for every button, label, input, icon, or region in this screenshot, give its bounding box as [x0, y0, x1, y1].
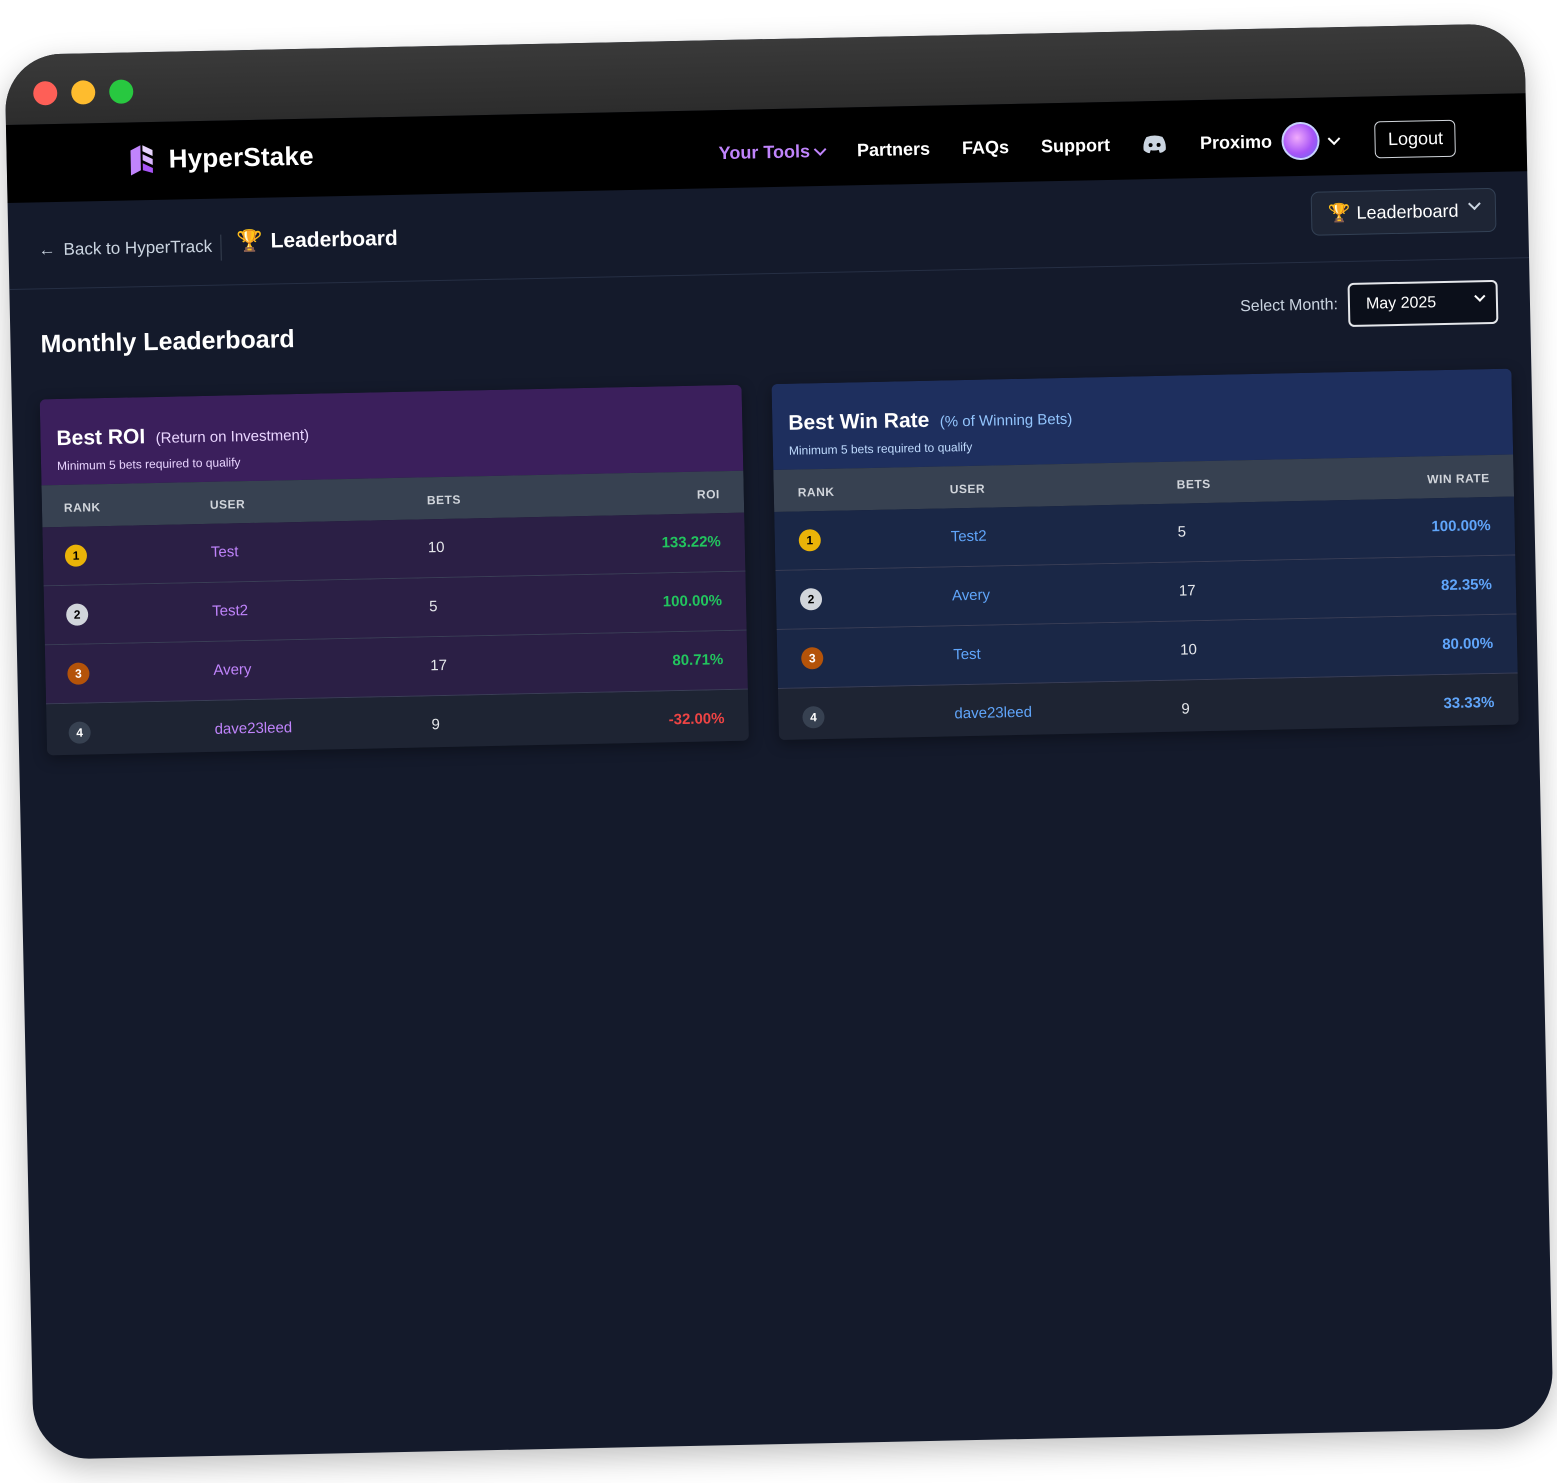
- bets-value: 5: [428, 598, 438, 616]
- panel-note: Minimum 5 bets required to qualify: [56, 455, 241, 474]
- logout-button[interactable]: Logout: [1374, 119, 1456, 158]
- trophy-icon: 🏆: [1327, 202, 1351, 223]
- win-rate-value: 82.35%: [1440, 576, 1492, 595]
- win-rate-value: 33.33%: [1442, 694, 1495, 713]
- nav-faqs[interactable]: FAQs: [961, 136, 1009, 158]
- col-rank: RANK: [63, 500, 101, 515]
- panel-title: Best Win Rate: [787, 408, 930, 435]
- bets-value: 10: [427, 538, 445, 557]
- close-window-button[interactable]: [32, 80, 58, 106]
- col-bets: BETS: [426, 492, 461, 508]
- rank-badge: 3: [66, 662, 90, 685]
- bets-value: 9: [1180, 700, 1190, 718]
- trophy-icon: 🏆: [235, 229, 263, 254]
- col-roi: ROI: [696, 487, 720, 502]
- win-rate-value: 100.00%: [1430, 517, 1491, 536]
- col-user: USER: [209, 497, 245, 512]
- chevron-down-icon: [1473, 290, 1485, 302]
- user-link[interactable]: Avery: [951, 586, 990, 605]
- user-link[interactable]: Avery: [212, 661, 252, 679]
- discord-icon[interactable]: [1141, 134, 1167, 155]
- breadcrumb-title: 🏆 Leaderboard: [236, 227, 398, 254]
- rank-badge: 2: [65, 603, 88, 626]
- back-link-label: Back to HyperTrack: [62, 236, 212, 259]
- month-value: May 2025: [1365, 294, 1436, 313]
- month-select[interactable]: May 2025: [1347, 279, 1498, 327]
- page-select-dropdown[interactable]: 🏆 Leaderboard: [1310, 187, 1496, 236]
- nav-your-tools[interactable]: Your Tools: [717, 140, 827, 163]
- panel-header: Best ROI (Return on Investment) Minimum …: [39, 384, 743, 486]
- panel-subtitle: (Return on Investment): [154, 426, 309, 447]
- avatar: [1281, 121, 1320, 161]
- col-rank: RANK: [797, 484, 835, 500]
- rank-badge: 3: [800, 647, 823, 670]
- bets-value: 17: [1178, 582, 1196, 600]
- rank-badge: 1: [798, 529, 821, 552]
- chevron-down-icon: [1327, 131, 1341, 145]
- panel-title: Best ROI: [55, 425, 145, 451]
- nav-your-tools-label: Your Tools: [717, 140, 810, 163]
- brand-link[interactable]: HyperStake: [126, 139, 314, 177]
- page-title: Monthly Leaderboard: [39, 325, 295, 359]
- user-link[interactable]: Test2: [211, 602, 248, 620]
- maximize-window-button[interactable]: [108, 79, 133, 104]
- best-win-rate-panel: Best Win Rate (% of Winning Bets) Minimu…: [771, 368, 1519, 741]
- month-label: Select Month:: [1239, 296, 1338, 316]
- rank-badge: 4: [801, 706, 825, 729]
- chevron-down-icon: [1467, 197, 1481, 211]
- arrow-left-icon: ←: [37, 240, 56, 260]
- bets-value: 17: [429, 656, 447, 675]
- divider: [219, 234, 222, 261]
- username: Proximo: [1199, 131, 1272, 153]
- roi-value: 100.00%: [662, 592, 722, 611]
- rank-badge: 1: [64, 544, 87, 567]
- col-win-rate: WIN RATE: [1426, 471, 1490, 487]
- roi-value: 80.71%: [671, 651, 723, 670]
- back-link[interactable]: ← Back to HyperTrack: [38, 237, 212, 261]
- breadcrumb-title-label: Leaderboard: [269, 226, 398, 253]
- col-user: USER: [949, 481, 985, 497]
- panel-header: Best Win Rate (% of Winning Bets) Minimu…: [771, 368, 1513, 471]
- nav-support[interactable]: Support: [1040, 134, 1110, 156]
- bets-value: 10: [1179, 641, 1197, 659]
- hyperstake-logo-icon: [129, 145, 153, 176]
- chevron-down-icon: [813, 142, 827, 156]
- user-link[interactable]: Test2: [950, 527, 987, 546]
- win-rate-value: 80.00%: [1441, 635, 1493, 654]
- user-link[interactable]: Test: [210, 543, 239, 561]
- panel-subtitle: (% of Winning Bets): [939, 410, 1073, 431]
- user-menu[interactable]: Proximo: [1199, 121, 1341, 162]
- nav-partners[interactable]: Partners: [856, 138, 930, 160]
- rank-badge: 4: [67, 721, 91, 744]
- month-selector: Select Month: May 2025: [1239, 279, 1498, 329]
- roi-value: -32.00%: [667, 710, 725, 729]
- bets-value: 9: [430, 716, 440, 734]
- user-link[interactable]: dave23leed: [213, 719, 292, 738]
- browser-window: HyperStake Your Tools Partners FAQs Supp…: [3, 23, 1554, 1460]
- roi-value: 133.22%: [660, 533, 721, 552]
- col-bets: BETS: [1176, 476, 1211, 492]
- top-navbar: HyperStake Your Tools Partners FAQs Supp…: [5, 93, 1527, 204]
- rank-badge: 2: [799, 588, 822, 611]
- brand-name: HyperStake: [167, 140, 314, 174]
- bets-value: 5: [1177, 523, 1186, 541]
- minimize-window-button[interactable]: [70, 80, 96, 105]
- best-roi-panel: Best ROI (Return on Investment) Minimum …: [39, 384, 749, 756]
- panel-note: Minimum 5 bets required to qualify: [788, 439, 972, 458]
- user-link[interactable]: Test: [952, 645, 981, 664]
- user-link[interactable]: dave23leed: [953, 703, 1032, 723]
- page-select-value: Leaderboard: [1355, 200, 1459, 223]
